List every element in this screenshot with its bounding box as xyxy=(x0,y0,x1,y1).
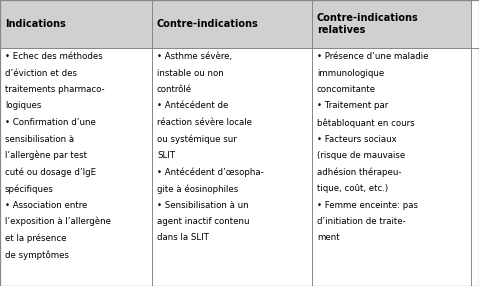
Text: de symptômes: de symptômes xyxy=(5,250,69,259)
Text: concomitante: concomitante xyxy=(317,85,376,94)
Text: traitements pharmaco-: traitements pharmaco- xyxy=(5,85,104,94)
Text: • Antécédent d’œsopha-: • Antécédent d’œsopha- xyxy=(157,168,264,177)
Text: • Traitement par: • Traitement par xyxy=(317,102,388,110)
Bar xyxy=(312,0,471,48)
Text: gite à éosinophiles: gite à éosinophiles xyxy=(157,184,238,194)
Text: SLIT: SLIT xyxy=(157,151,175,160)
Text: Contre-indications: Contre-indications xyxy=(157,19,259,29)
Text: agent inactif contenu: agent inactif contenu xyxy=(157,217,250,226)
Text: spécifiques: spécifiques xyxy=(5,184,54,194)
Text: et la présence: et la présence xyxy=(5,233,67,243)
Text: • Facteurs sociaux: • Facteurs sociaux xyxy=(317,134,397,144)
Text: sensibilisation à: sensibilisation à xyxy=(5,134,74,144)
Text: Indications: Indications xyxy=(5,19,66,29)
Text: l’exposition à l’allergène: l’exposition à l’allergène xyxy=(5,217,111,227)
Text: l’allergène par test: l’allergène par test xyxy=(5,151,87,160)
Text: réaction sévère locale: réaction sévère locale xyxy=(157,118,252,127)
Text: • Présence d’une maladie: • Présence d’une maladie xyxy=(317,52,429,61)
Text: adhésion thérapeu-: adhésion thérapeu- xyxy=(317,168,401,177)
Text: d’initiation de traite-: d’initiation de traite- xyxy=(317,217,406,226)
Text: ou systémique sur: ou systémique sur xyxy=(157,134,237,144)
Bar xyxy=(312,48,471,286)
Text: • Antécédent de: • Antécédent de xyxy=(157,102,228,110)
Text: instable ou non: instable ou non xyxy=(157,69,224,78)
Text: tique, coût, etc.): tique, coût, etc.) xyxy=(317,184,388,193)
Text: • Echec des méthodes: • Echec des méthodes xyxy=(5,52,103,61)
Bar xyxy=(152,48,312,286)
Text: bêtabloquant en cours: bêtabloquant en cours xyxy=(317,118,415,128)
Text: dans la SLIT: dans la SLIT xyxy=(157,233,209,243)
Text: • Confirmation d’une: • Confirmation d’une xyxy=(5,118,96,127)
Text: immunologique: immunologique xyxy=(317,69,384,78)
Text: logiques: logiques xyxy=(5,102,41,110)
Bar xyxy=(0,0,152,48)
Bar xyxy=(0,48,152,286)
Text: • Association entre: • Association entre xyxy=(5,200,87,210)
Bar xyxy=(152,0,312,48)
Text: contrôlé: contrôlé xyxy=(157,85,192,94)
Text: d’éviction et des: d’éviction et des xyxy=(5,69,77,78)
Text: Contre-indications
relatives: Contre-indications relatives xyxy=(317,13,419,35)
Text: cuté ou dosage d’IgE: cuté ou dosage d’IgE xyxy=(5,168,96,177)
Text: • Sensibilisation à un: • Sensibilisation à un xyxy=(157,200,249,210)
Text: ment: ment xyxy=(317,233,340,243)
Text: (risque de mauvaise: (risque de mauvaise xyxy=(317,151,405,160)
Text: • Asthme sévère,: • Asthme sévère, xyxy=(157,52,232,61)
Text: • Femme enceinte: pas: • Femme enceinte: pas xyxy=(317,200,418,210)
